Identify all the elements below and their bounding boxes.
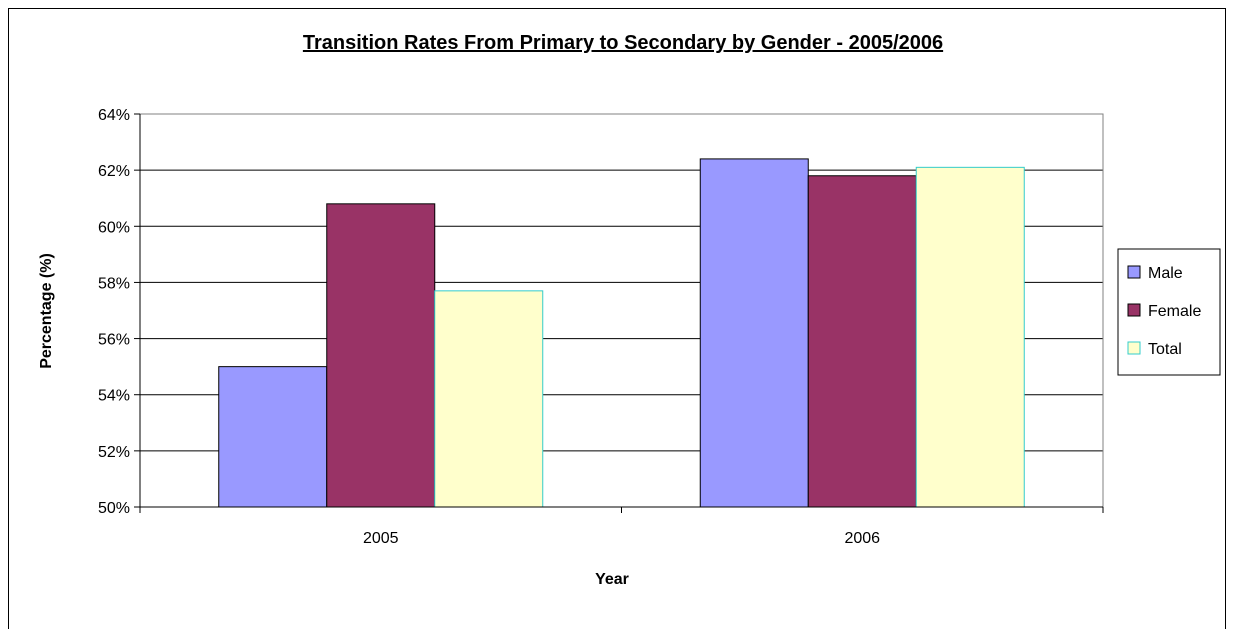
y-tick-label: 58% <box>98 275 130 292</box>
bar-female-2006 <box>807 175 917 508</box>
bar-male-2005 <box>218 366 328 508</box>
bar-male-2006 <box>699 158 809 508</box>
bar-total-2005 <box>434 290 544 508</box>
x-tick-label: 2006 <box>844 530 880 547</box>
legend-label-female: Female <box>1148 303 1201 320</box>
y-tick-label: 52% <box>98 444 130 461</box>
y-tick-label: 54% <box>98 388 130 405</box>
legend-swatch-female <box>1127 303 1141 317</box>
y-tick-label: 50% <box>98 500 130 517</box>
chart-container: Transition Rates From Primary to Seconda… <box>8 8 1226 629</box>
x-axis-title: Year <box>595 571 629 588</box>
legend-swatch-male <box>1127 265 1141 279</box>
bar-total-2006 <box>915 166 1025 508</box>
y-tick-label: 62% <box>98 163 130 180</box>
legend-swatch-total <box>1127 341 1141 355</box>
legend-label-male: Male <box>1148 265 1183 282</box>
y-tick-label: 64% <box>98 107 130 124</box>
legend-label-total: Total <box>1148 341 1182 358</box>
chart-title: Transition Rates From Primary to Seconda… <box>303 32 943 54</box>
legend: Male Female Total <box>1117 248 1221 376</box>
y-axis-title: Percentage (%) <box>38 253 55 369</box>
y-tick-label: 60% <box>98 219 130 236</box>
y-tick-label: 56% <box>98 332 130 349</box>
bar-female-2005 <box>326 203 436 508</box>
bar-chart: Transition Rates From Primary to Seconda… <box>38 32 1221 588</box>
x-tick-label: 2005 <box>363 530 399 547</box>
